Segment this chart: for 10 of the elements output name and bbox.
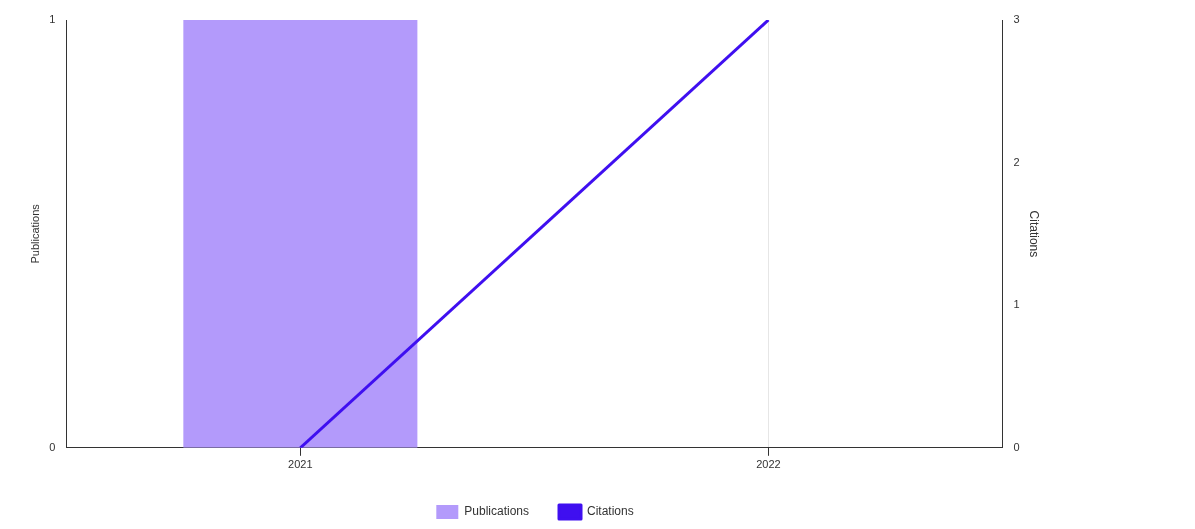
y2-tick-label: 3 — [1013, 13, 1020, 26]
x-tick-label: 2022 — [756, 458, 781, 471]
legend-label: Publications — [464, 504, 530, 519]
y2-tick-label: 0 — [1013, 440, 1020, 453]
y2-tick-label: 1 — [1013, 298, 1020, 311]
y2-tick-label: 2 — [1013, 155, 1020, 168]
legend-label: Citations — [587, 504, 634, 519]
y2-axis-title: Citations — [1027, 210, 1042, 258]
x-tick-label: 2021 — [288, 458, 313, 471]
y-axis-title: Publications — [28, 203, 41, 264]
